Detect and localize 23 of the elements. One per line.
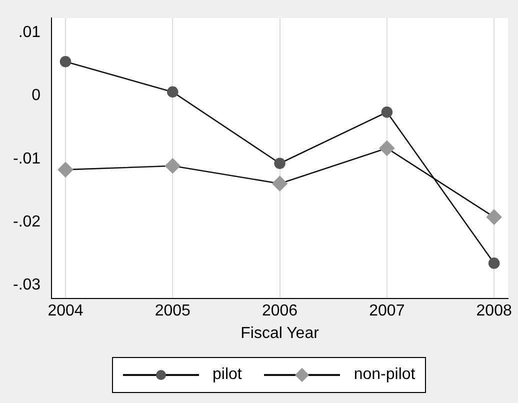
x-tick-label: 2008 xyxy=(476,302,512,320)
point xyxy=(381,106,393,118)
legend-label: pilot xyxy=(212,366,242,384)
point xyxy=(60,56,72,68)
point xyxy=(488,258,500,269)
point xyxy=(272,176,288,192)
x-tick-label: 2006 xyxy=(262,302,298,320)
x-tick-label: 2005 xyxy=(154,302,191,320)
point xyxy=(486,209,502,225)
y-tick-label: -.02 xyxy=(12,214,41,231)
y-tick-label: 0 xyxy=(32,87,41,104)
point xyxy=(274,158,286,170)
point xyxy=(166,86,178,98)
y-tick-label: -.01 xyxy=(12,150,41,168)
point xyxy=(164,158,180,174)
x-tick-label: 2004 xyxy=(48,302,84,320)
y-tick-label: -.03 xyxy=(12,276,41,294)
point xyxy=(379,140,395,156)
legend-label: non-pilot xyxy=(354,366,416,384)
x-axis-title: Fiscal Year xyxy=(240,324,320,342)
x-tick-label: 2007 xyxy=(369,302,405,320)
y-tick-label: .01 xyxy=(18,24,41,41)
point xyxy=(58,162,74,178)
